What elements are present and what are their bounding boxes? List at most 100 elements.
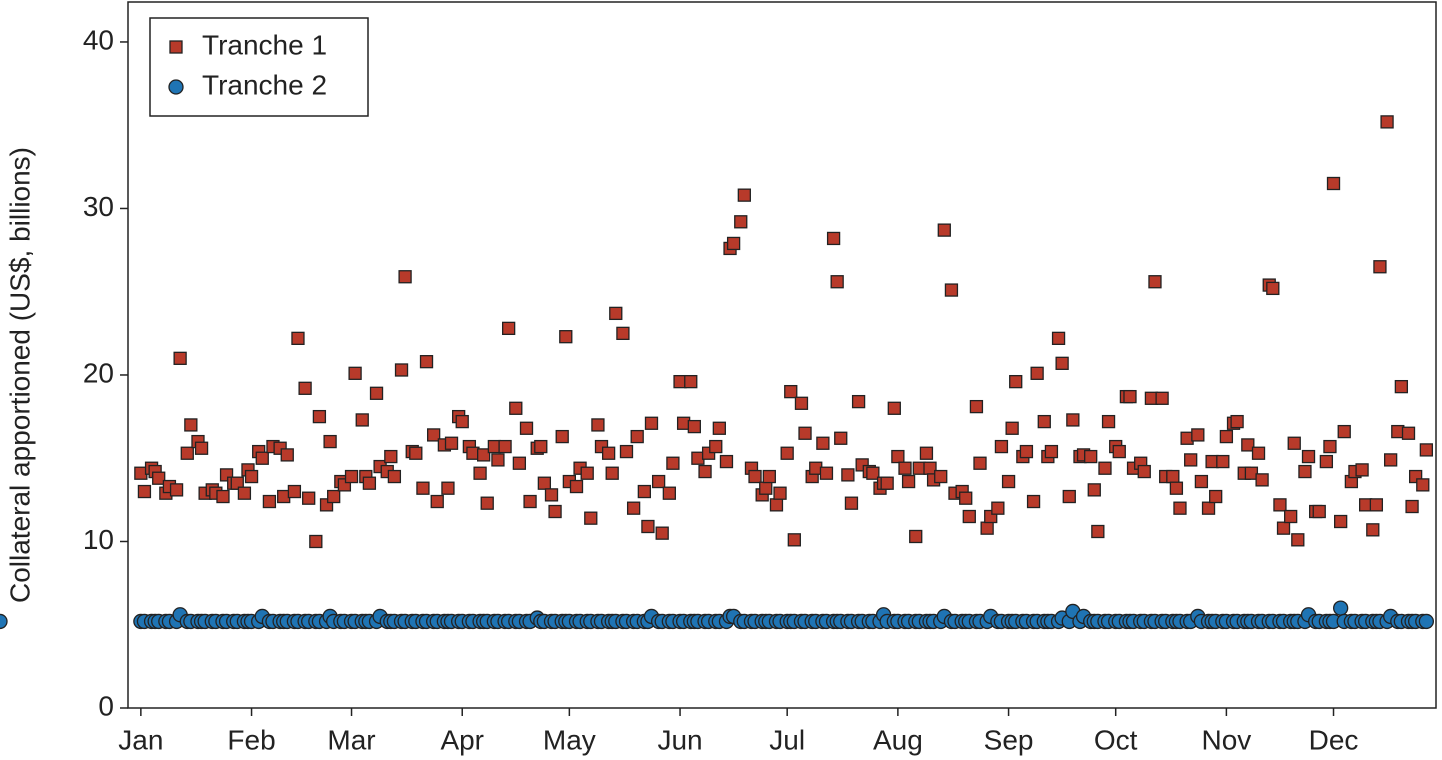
marker-square (1001, 474, 1016, 489)
marker-square (512, 456, 527, 470)
marker-square (1026, 494, 1041, 509)
x-tick-label: Sep (984, 724, 1034, 755)
marker-square (244, 469, 259, 484)
marker-circle (1333, 600, 1349, 616)
marker-square (441, 481, 455, 495)
marker-square (1084, 449, 1098, 464)
x-tick-label: Jul (769, 724, 805, 755)
marker-square (1230, 414, 1244, 429)
marker-square (1037, 414, 1051, 429)
marker-square (759, 481, 773, 495)
marker-square (523, 494, 537, 509)
marker-square (1030, 366, 1044, 380)
marker-square (737, 188, 751, 202)
marker-square (1155, 391, 1169, 405)
marker-square (362, 476, 377, 490)
marker-square (994, 439, 1009, 454)
marker-square (1394, 379, 1409, 394)
marker-square (1337, 424, 1351, 439)
marker-square (323, 434, 337, 449)
plot-area (0, 115, 1435, 630)
marker-square (498, 439, 512, 454)
marker-square (1401, 426, 1416, 440)
marker-square (991, 501, 1005, 515)
marker-square (609, 306, 623, 321)
marker-square (287, 484, 302, 499)
y-axis-label: Collateral apportioned (US$, billions) (4, 147, 35, 603)
marker-square (355, 413, 369, 427)
marker-square (909, 529, 923, 544)
y-tick-label: 0 (98, 690, 114, 721)
marker-square (919, 446, 934, 460)
legend-label: Tranche 2 (202, 69, 327, 100)
marker-square (934, 469, 948, 484)
marker-square (773, 486, 787, 500)
marker-square (169, 483, 184, 497)
marker-square (1251, 446, 1266, 460)
x-tick-label: Mar (327, 724, 375, 755)
marker-square (473, 466, 487, 480)
marker-square (416, 481, 430, 495)
marker-square (734, 215, 748, 229)
marker-square (548, 504, 562, 519)
marker-square (616, 326, 630, 341)
legend: Tranche 1 Tranche 2 (149, 17, 369, 117)
marker-square (1312, 504, 1326, 519)
x-tick-label: Jan (118, 724, 163, 755)
marker-square (1166, 469, 1180, 484)
marker-square (762, 469, 776, 484)
marker-square (1062, 489, 1076, 504)
marker-square (798, 426, 812, 440)
marker-square (1137, 464, 1151, 479)
marker-square (1044, 444, 1059, 459)
marker-square (394, 363, 409, 377)
marker-square (626, 501, 641, 515)
marker-square (1005, 421, 1019, 435)
marker-square (444, 436, 459, 450)
marker-square (784, 384, 798, 399)
marker-square (662, 486, 676, 500)
marker-square (1380, 115, 1394, 129)
marker-square (1366, 523, 1380, 537)
marker-square (1287, 436, 1301, 450)
x-tick-label: Nov (1201, 724, 1251, 755)
marker-square (1416, 478, 1430, 492)
marker-square (344, 469, 359, 484)
marker-square (1323, 439, 1337, 454)
marker-square (184, 418, 198, 432)
marker-square (826, 231, 841, 246)
marker-square (1334, 514, 1348, 529)
marker-square (1019, 444, 1034, 459)
marker-square (1087, 483, 1101, 497)
marker-square (559, 330, 573, 344)
x-tick-label: Oct (1094, 724, 1138, 755)
y-tick-label: 40 (83, 24, 114, 55)
marker-square (291, 331, 305, 345)
marker-square (327, 489, 341, 504)
marker-square (544, 488, 559, 502)
marker-square (1419, 443, 1434, 457)
marker-square (580, 466, 594, 480)
marker-square (1244, 466, 1259, 480)
marker-square (834, 431, 848, 445)
x-tick-label: Jun (657, 724, 702, 755)
marker-square (605, 466, 619, 480)
marker-square (1319, 454, 1334, 469)
marker-square (1326, 176, 1341, 191)
marker-square (302, 491, 316, 505)
x-tick-label: Apr (440, 724, 484, 755)
marker-square (280, 448, 294, 462)
marker-square (1284, 509, 1298, 524)
marker-square (230, 476, 244, 490)
marker-square (509, 401, 523, 415)
marker-square (819, 466, 834, 480)
marker-square (709, 439, 723, 454)
marker-square (1384, 453, 1398, 467)
marker-square (866, 466, 880, 480)
marker-square (719, 454, 734, 469)
marker-square (537, 476, 552, 490)
marker-square (152, 471, 166, 485)
marker-square (794, 396, 809, 410)
marker-square (641, 519, 655, 534)
marker-square (569, 479, 584, 494)
